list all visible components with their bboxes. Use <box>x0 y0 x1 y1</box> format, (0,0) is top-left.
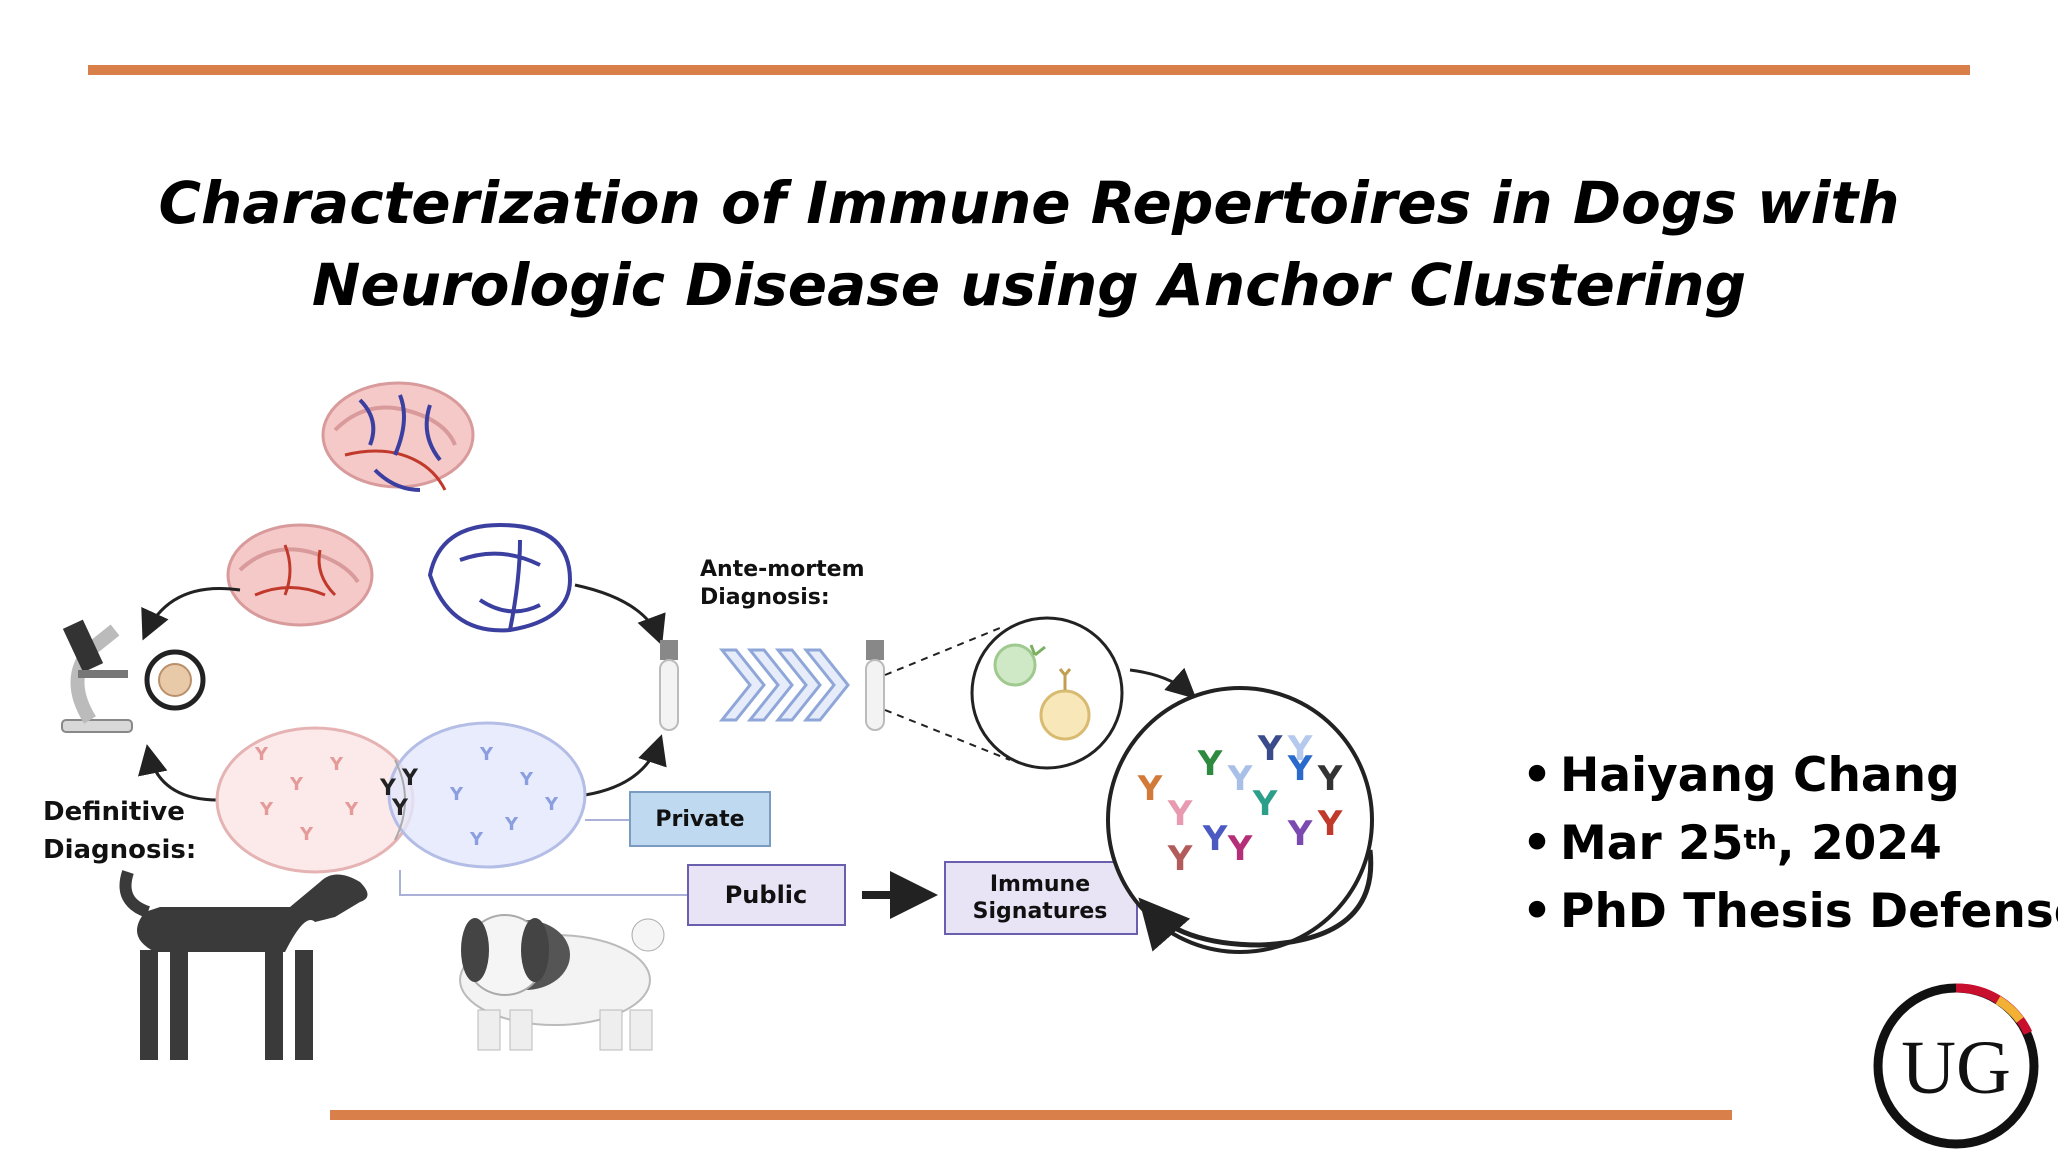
svg-text:Y: Y <box>344 799 359 820</box>
ante-mortem-label-2: Diagnosis: <box>700 585 830 610</box>
date-prefix: Mar 25 <box>1560 816 1744 871</box>
brain-veins-icon <box>427 522 573 633</box>
dog-silhouette-icon <box>119 870 368 1060</box>
svg-text:Y: Y <box>1167 839 1193 879</box>
svg-text:Y: Y <box>544 794 559 815</box>
svg-text:Y: Y <box>519 769 534 790</box>
public-label: Public <box>725 881 808 909</box>
brain-arteries-icon <box>226 523 374 627</box>
svg-text:Y: Y <box>449 784 464 805</box>
shih-tzu-dog-icon <box>459 914 665 1051</box>
svg-text:Y: Y <box>401 766 419 791</box>
svg-text:Y: Y <box>1202 819 1228 859</box>
svg-text:Y: Y <box>1197 744 1223 784</box>
test-tube-icon <box>659 640 679 731</box>
svg-text:Y: Y <box>1227 829 1253 869</box>
logo-text: UG <box>1901 1026 2011 1110</box>
svg-text:Y: Y <box>1317 759 1343 799</box>
svg-text:Y: Y <box>1167 794 1193 834</box>
title-line-1: Characterization of Immune Repertoires i… <box>158 169 1900 237</box>
svg-text:Y: Y <box>391 796 409 821</box>
definitive-label-1: Definitive <box>43 797 185 827</box>
event-item: • PhD Thesis Defense <box>1522 878 2058 946</box>
svg-text:Y: Y <box>1227 759 1253 799</box>
brain-vessels-icon <box>321 381 475 492</box>
svg-text:Y: Y <box>1137 769 1163 809</box>
university-logo: UG <box>1873 983 2039 1149</box>
svg-text:Y: Y <box>479 744 494 765</box>
event-name: PhD Thesis Defense <box>1560 884 2058 939</box>
antibody-repertoire-icon: Y Y Y Y Y Y Y Y Y Y Y Y Y Y <box>1106 686 1374 954</box>
immune-signatures-label-2: Signatures <box>973 899 1108 924</box>
svg-text:Y: Y <box>1252 784 1278 824</box>
svg-text:Y: Y <box>379 776 397 801</box>
study-overview-figure: YYY YYY YYY YYY Y YY Private Public <box>43 381 1374 1060</box>
slide-title: Characterization of Immune Repertoires i… <box>0 162 2058 326</box>
svg-text:Y: Y <box>254 744 269 765</box>
date-suffix: , 2024 <box>1776 816 1942 871</box>
private-box: Private <box>629 791 771 847</box>
presenter-info-list: • Haiyang Chang • Mar 25th, 2024 • PhD Thes… <box>1522 742 2058 946</box>
immune-signatures-label-1: Immune <box>990 872 1090 897</box>
title-line-2: Neurologic Disease using Anchor Clusteri… <box>311 251 1747 319</box>
test-tube-icon <box>865 640 885 731</box>
presentation-date-item: • Mar 25th, 2024 <box>1522 816 1942 871</box>
venn-diagram: YYY YYY YYY YYY Y YY <box>215 721 587 874</box>
svg-text:Y: Y <box>299 824 314 845</box>
private-label: Private <box>655 807 744 832</box>
svg-text:Y: Y <box>259 799 274 820</box>
b-cells-icon <box>970 616 1124 770</box>
svg-text:Y: Y <box>1287 729 1313 769</box>
svg-text:Y: Y <box>1287 749 1313 789</box>
ante-mortem-label-1: Ante-mortem <box>700 557 865 582</box>
svg-text:Y: Y <box>1317 804 1343 844</box>
svg-text:Y: Y <box>469 829 484 850</box>
chevron-arrows-icon <box>718 648 850 722</box>
microscope-icon <box>61 619 206 733</box>
date-superscript: th <box>1743 823 1777 856</box>
definitive-label-2: Diagnosis: <box>43 835 196 865</box>
bottom-accent-bar <box>330 1110 1732 1120</box>
svg-text:Y: Y <box>1287 814 1313 854</box>
svg-text:Y: Y <box>1257 729 1283 769</box>
public-box: Public <box>687 864 846 926</box>
presenter-name: Haiyang Chang <box>1560 748 1960 803</box>
svg-text:Y: Y <box>329 754 344 775</box>
presenter-name-item: • Haiyang Chang <box>1522 748 1960 803</box>
svg-text:Y: Y <box>289 774 304 795</box>
top-accent-bar <box>88 65 1970 75</box>
immune-signatures-box: Immune Signatures <box>944 861 1138 935</box>
svg-text:Y: Y <box>504 814 519 835</box>
